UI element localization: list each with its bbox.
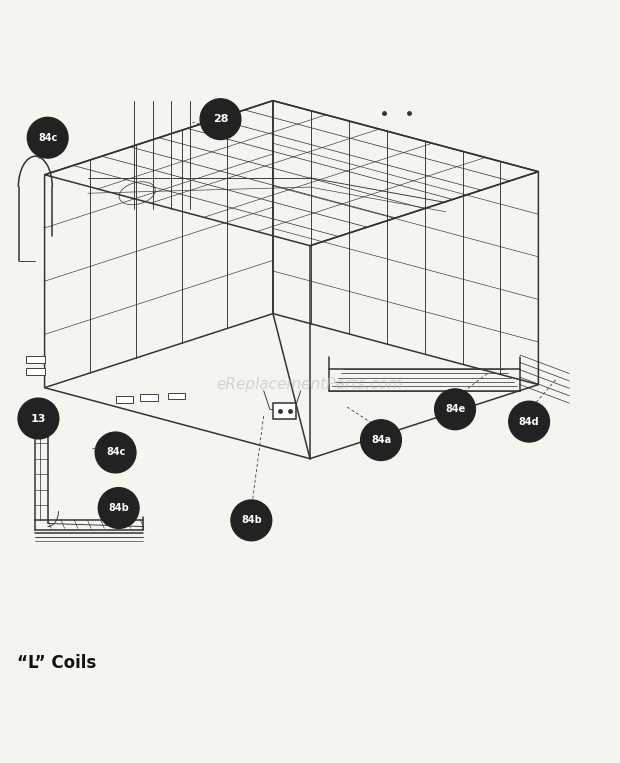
Circle shape (99, 488, 139, 529)
Bar (115, 396, 133, 403)
Bar (273, 403, 296, 419)
Circle shape (18, 398, 59, 439)
Circle shape (27, 118, 68, 158)
Bar (168, 393, 185, 399)
Bar (26, 356, 45, 363)
Text: 28: 28 (213, 114, 228, 124)
Text: 84d: 84d (519, 417, 539, 427)
Text: “L” Coils: “L” Coils (17, 654, 96, 671)
Circle shape (231, 500, 272, 541)
Text: 84e: 84e (445, 404, 465, 414)
Text: 13: 13 (31, 414, 46, 423)
Text: 84c: 84c (38, 133, 58, 143)
Bar (26, 368, 45, 375)
Text: 84a: 84a (371, 435, 391, 445)
Circle shape (435, 389, 476, 430)
Text: 84b: 84b (108, 503, 129, 513)
Text: 84b: 84b (241, 515, 262, 526)
Circle shape (200, 99, 241, 140)
Circle shape (361, 420, 401, 461)
Text: 84c: 84c (106, 447, 125, 458)
Text: eReplacementParts.com: eReplacementParts.com (216, 377, 404, 392)
Circle shape (509, 401, 549, 442)
Circle shape (95, 432, 136, 473)
Bar (140, 394, 157, 401)
